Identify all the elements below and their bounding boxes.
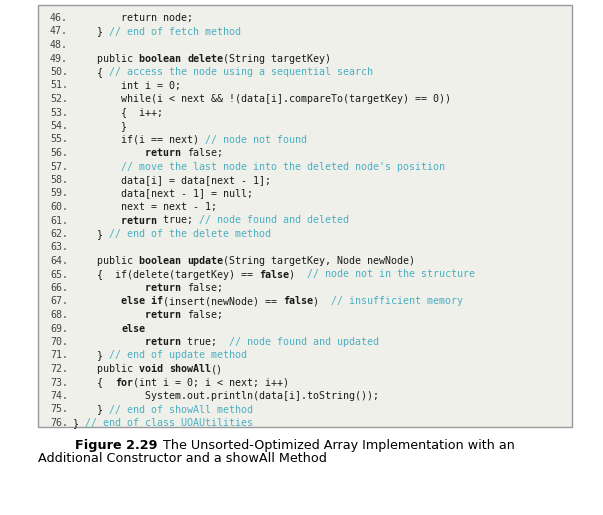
Text: return: return bbox=[121, 215, 163, 226]
Text: true;: true; bbox=[163, 215, 199, 226]
Text: // node found and updated: // node found and updated bbox=[229, 337, 379, 347]
Text: 48.: 48. bbox=[50, 40, 68, 50]
Text: return: return bbox=[145, 310, 187, 320]
Text: return: return bbox=[145, 148, 187, 158]
Text: true;: true; bbox=[187, 337, 229, 347]
Text: 51.: 51. bbox=[50, 80, 68, 91]
Text: false: false bbox=[283, 297, 314, 306]
Text: 53.: 53. bbox=[50, 108, 68, 117]
Text: if(i == next): if(i == next) bbox=[73, 134, 205, 145]
Text: 56.: 56. bbox=[50, 148, 68, 158]
Text: // node not in the structure: // node not in the structure bbox=[308, 269, 475, 280]
Text: 73.: 73. bbox=[50, 377, 68, 387]
Text: (): () bbox=[211, 364, 223, 374]
Text: 62.: 62. bbox=[50, 229, 68, 239]
Text: 46.: 46. bbox=[50, 13, 68, 23]
Text: 58.: 58. bbox=[50, 175, 68, 185]
Text: else: else bbox=[121, 323, 145, 334]
Text: boolean: boolean bbox=[139, 256, 187, 266]
Text: // end of fetch method: // end of fetch method bbox=[109, 26, 241, 37]
Text: ): ) bbox=[314, 297, 332, 306]
Text: }: } bbox=[73, 404, 109, 415]
Text: return: return bbox=[145, 337, 187, 347]
Text: Additional Constructor and a showAll Method: Additional Constructor and a showAll Met… bbox=[38, 453, 327, 466]
Text: {: { bbox=[73, 67, 109, 77]
Text: update: update bbox=[187, 256, 223, 266]
Text: 72.: 72. bbox=[50, 364, 68, 374]
Text: {  i++;: { i++; bbox=[73, 108, 163, 117]
Text: // end of showAll method: // end of showAll method bbox=[109, 404, 253, 415]
Text: // end of update method: // end of update method bbox=[109, 351, 247, 360]
Text: 70.: 70. bbox=[50, 337, 68, 347]
Text: for: for bbox=[115, 377, 133, 387]
Text: data[next - 1] = null;: data[next - 1] = null; bbox=[73, 188, 253, 198]
Text: 64.: 64. bbox=[50, 256, 68, 266]
Text: 67.: 67. bbox=[50, 297, 68, 306]
Text: System.out.println(data[i].toString());: System.out.println(data[i].toString()); bbox=[73, 391, 379, 401]
Text: false;: false; bbox=[187, 310, 223, 320]
Bar bbox=[38, 5, 572, 427]
Text: delete: delete bbox=[187, 54, 223, 63]
Text: else if: else if bbox=[121, 297, 163, 306]
Text: 57.: 57. bbox=[50, 162, 68, 171]
Text: false;: false; bbox=[187, 283, 223, 293]
Text: void: void bbox=[139, 364, 169, 374]
Text: int i = 0;: int i = 0; bbox=[73, 80, 181, 91]
Text: // end of class UOAUtilities: // end of class UOAUtilities bbox=[85, 418, 253, 428]
Text: next = next - 1;: next = next - 1; bbox=[73, 202, 217, 212]
Text: 50.: 50. bbox=[50, 67, 68, 77]
Text: 71.: 71. bbox=[50, 351, 68, 360]
Text: (String targetKey): (String targetKey) bbox=[223, 54, 331, 63]
Text: {  if(delete(targetKey) ==: { if(delete(targetKey) == bbox=[73, 269, 259, 280]
Text: }: } bbox=[73, 121, 127, 131]
Text: 59.: 59. bbox=[50, 188, 68, 198]
Text: 49.: 49. bbox=[50, 54, 68, 63]
Text: {: { bbox=[73, 377, 115, 387]
Text: return: return bbox=[145, 283, 187, 293]
Text: Figure 2.29: Figure 2.29 bbox=[75, 439, 157, 452]
Text: }: } bbox=[73, 229, 109, 239]
Text: }: } bbox=[73, 418, 85, 428]
Text: 55.: 55. bbox=[50, 134, 68, 145]
Text: 74.: 74. bbox=[50, 391, 68, 401]
Text: 65.: 65. bbox=[50, 269, 68, 280]
Text: // end of the delete method: // end of the delete method bbox=[109, 229, 271, 239]
Text: data[i] = data[next - 1];: data[i] = data[next - 1]; bbox=[73, 175, 271, 185]
Text: 75.: 75. bbox=[50, 404, 68, 415]
Text: 68.: 68. bbox=[50, 310, 68, 320]
Text: (String targetKey, Node newNode): (String targetKey, Node newNode) bbox=[223, 256, 415, 266]
Text: false;: false; bbox=[187, 148, 223, 158]
Text: boolean: boolean bbox=[139, 54, 187, 63]
Text: // node not found: // node not found bbox=[205, 134, 307, 145]
Text: }: } bbox=[73, 26, 109, 37]
Text: 61.: 61. bbox=[50, 215, 68, 226]
Text: 52.: 52. bbox=[50, 94, 68, 104]
Text: 63.: 63. bbox=[50, 243, 68, 252]
Text: 76.: 76. bbox=[50, 418, 68, 428]
Text: // node found and deleted: // node found and deleted bbox=[199, 215, 349, 226]
Text: return node;: return node; bbox=[73, 13, 193, 23]
Text: }: } bbox=[73, 351, 109, 360]
Text: public: public bbox=[73, 256, 139, 266]
Text: public: public bbox=[73, 364, 139, 374]
Text: (insert(newNode) ==: (insert(newNode) == bbox=[163, 297, 283, 306]
Text: public: public bbox=[73, 54, 139, 63]
Text: // move the last node into the deleted node's position: // move the last node into the deleted n… bbox=[121, 162, 445, 171]
Text: 54.: 54. bbox=[50, 121, 68, 131]
Text: showAll: showAll bbox=[169, 364, 211, 374]
Text: while(i < next && !(data[i].compareTo(targetKey) == 0)): while(i < next && !(data[i].compareTo(ta… bbox=[73, 94, 451, 104]
Text: The Unsorted-Optimized Array Implementation with an: The Unsorted-Optimized Array Implementat… bbox=[159, 439, 516, 452]
Text: (int i = 0; i < next; i++): (int i = 0; i < next; i++) bbox=[133, 377, 289, 387]
Text: 69.: 69. bbox=[50, 323, 68, 334]
Text: // access the node using a sequential search: // access the node using a sequential se… bbox=[109, 67, 373, 77]
Text: 66.: 66. bbox=[50, 283, 68, 293]
Text: ): ) bbox=[289, 269, 308, 280]
Text: // insufficient memory: // insufficient memory bbox=[332, 297, 464, 306]
Text: 60.: 60. bbox=[50, 202, 68, 212]
Text: false: false bbox=[259, 269, 289, 280]
Text: 47.: 47. bbox=[50, 26, 68, 37]
